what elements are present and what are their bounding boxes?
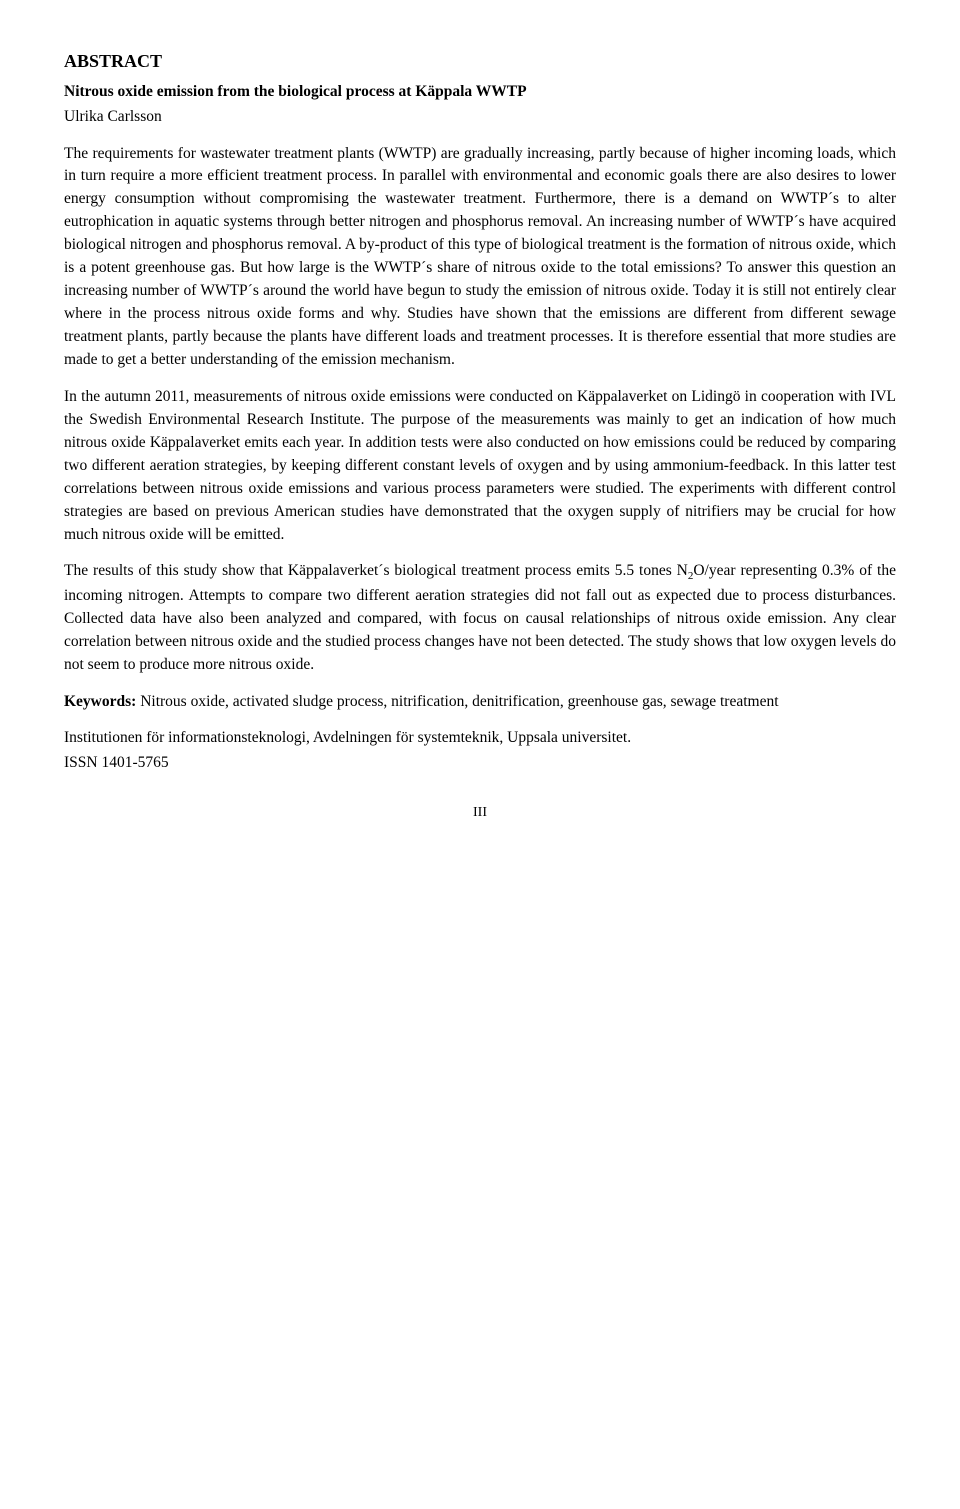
- abstract-paragraph-1: The requirements for wastewater treatmen…: [64, 143, 896, 372]
- author-name: Ulrika Carlsson: [64, 106, 896, 129]
- keywords-label: Keywords:: [64, 693, 136, 710]
- paper-title: Nitrous oxide emission from the biologic…: [64, 81, 896, 104]
- page-number: III: [64, 803, 896, 824]
- abstract-paragraph-2: In the autumn 2011, measurements of nitr…: [64, 386, 896, 547]
- issn-text: ISSN 1401-5765: [64, 752, 896, 775]
- affiliation-text: Institutionen för informationsteknologi,…: [64, 727, 896, 750]
- abstract-heading: ABSTRACT: [64, 48, 896, 75]
- keywords-paragraph: Keywords: Nitrous oxide, activated sludg…: [64, 691, 896, 714]
- p3-part-a: The results of this study show that Käpp…: [64, 562, 688, 579]
- abstract-paragraph-3: The results of this study show that Käpp…: [64, 560, 896, 676]
- keywords-text: Nitrous oxide, activated sludge process,…: [136, 693, 778, 710]
